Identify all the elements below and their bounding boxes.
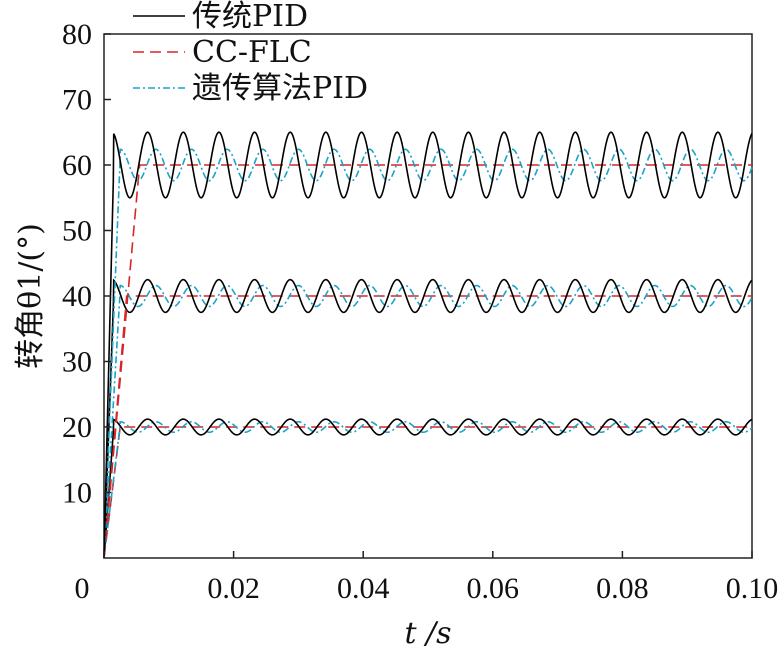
series-line-cc-flc xyxy=(103,295,752,559)
y-tick-label: 50 xyxy=(62,215,92,248)
series-line-cc-flc xyxy=(103,426,752,559)
y-tick-label: 40 xyxy=(62,280,92,313)
series-layer xyxy=(103,131,753,559)
axes-layer: 10 20 30 40 50 60 70 80 0 0.02 0.04 0.06 0.08 0.10 xyxy=(62,18,778,605)
x-tick-label: 0.04 xyxy=(337,572,390,605)
x-tick-label: 0.08 xyxy=(596,572,649,605)
y-axis-title: 转角θ1/(°) xyxy=(13,223,48,369)
y-tick-label: 70 xyxy=(62,84,92,117)
y-tick-label: 20 xyxy=(62,411,92,444)
y-tick-label: 60 xyxy=(62,149,92,182)
y-tick-label: 80 xyxy=(62,18,92,51)
x-tick-label: 0 xyxy=(75,572,90,605)
series-line-ga-pid xyxy=(103,420,753,559)
legend-label: CC-FLC xyxy=(192,35,312,70)
series-line-conventional-pid xyxy=(103,278,753,559)
series-line-ga-pid xyxy=(103,148,753,559)
x-axis-title: t /s xyxy=(404,616,451,650)
legend-label: 遗传算法PID xyxy=(192,71,368,106)
y-tick-label: 10 xyxy=(62,477,92,510)
series-line-cc-flc xyxy=(103,164,752,559)
y-tick-label: 30 xyxy=(62,346,92,379)
x-tick-label: 0.10 xyxy=(726,572,779,605)
series-line-conventional-pid xyxy=(103,131,753,559)
series-line-conventional-pid xyxy=(103,418,753,559)
x-tick-label: 0.06 xyxy=(467,572,520,605)
legend-label: 传统PID xyxy=(192,0,308,34)
x-tick-label: 0.02 xyxy=(207,572,260,605)
